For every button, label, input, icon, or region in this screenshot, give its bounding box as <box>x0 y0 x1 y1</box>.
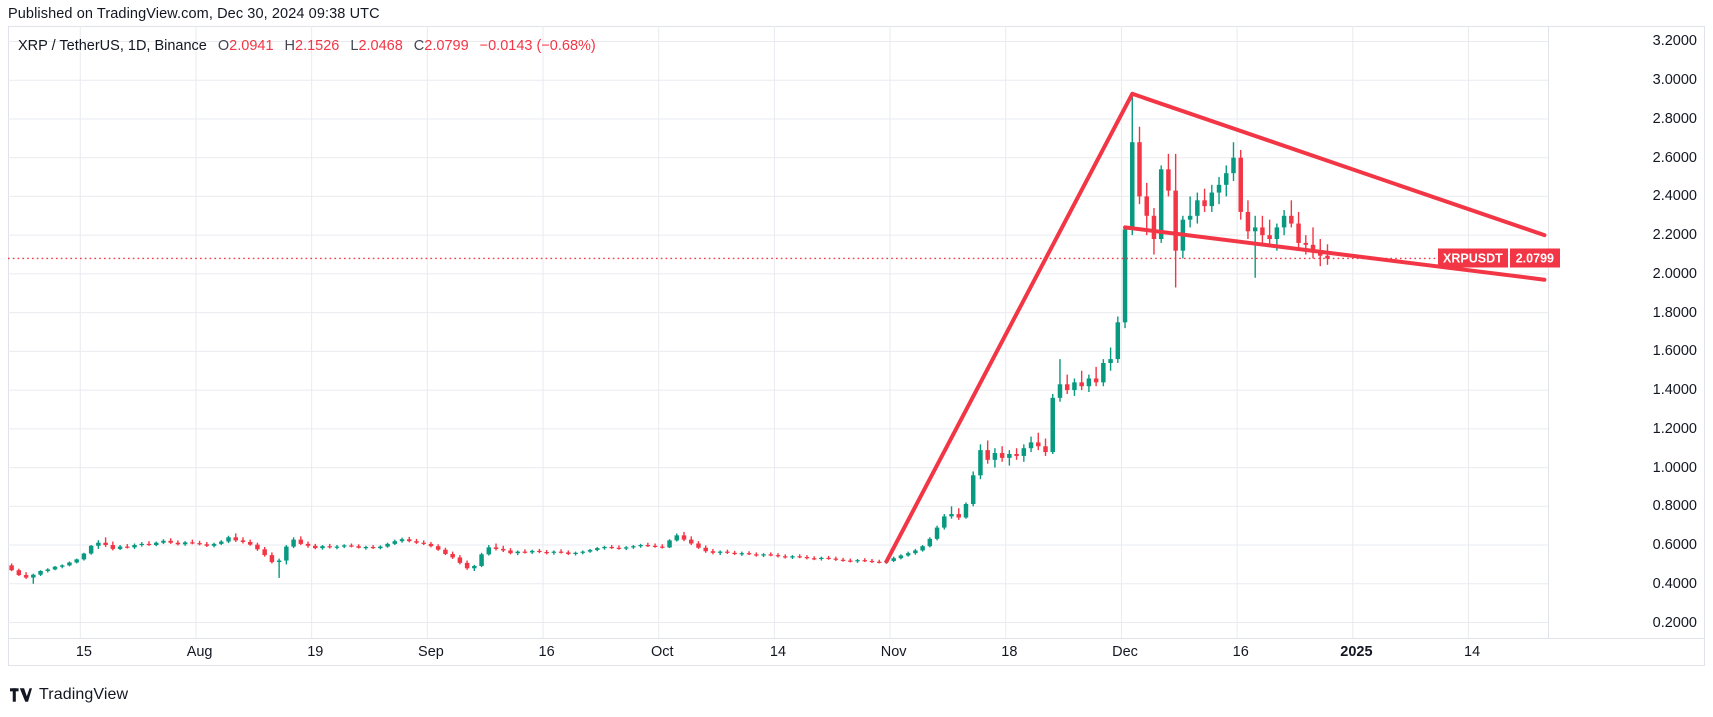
chart-plot-area[interactable] <box>8 26 1548 638</box>
time-axis[interactable]: 15 Aug 19 Sep 16 Oct 14 Nov 18 Dec 16 2025 14 <box>8 638 1705 666</box>
price-axis-tick: 2.0000 <box>1652 265 1697 282</box>
time-axis-tick: Aug <box>186 644 213 660</box>
published-caption: Published on TradingView.com, Dec 30, 20… <box>8 6 380 22</box>
time-axis-tick: 18 <box>1001 644 1018 660</box>
time-axis-tick: Oct <box>651 644 674 660</box>
time-axis-tick: 14 <box>769 644 787 660</box>
time-axis-tick: Nov <box>880 644 907 660</box>
legend-symbol[interactable]: XRP / TetherUS, 1D, Binance <box>18 38 207 54</box>
last-price-badge: XRPUSDT 2.0799 <box>1438 248 1560 268</box>
price-axis-tick: 2.4000 <box>1652 188 1697 205</box>
time-axis-tick: 19 <box>307 644 324 660</box>
legend-low-value: 2.0468 <box>358 38 403 54</box>
price-axis-tick: 0.8000 <box>1652 498 1697 515</box>
time-axis-tick: Sep <box>418 644 444 660</box>
legend-high-value: 2.1526 <box>295 38 340 54</box>
time-axis-tick: 15 <box>75 644 92 660</box>
price-axis-tick: 2.2000 <box>1652 227 1697 244</box>
last-price-value: 2.0799 <box>1509 248 1560 268</box>
time-axis-tick: 2025 <box>1340 644 1373 660</box>
price-axis-tick: 1.6000 <box>1652 343 1697 360</box>
tradingview-logo: TradingView <box>10 686 128 704</box>
price-axis-tick: 1.0000 <box>1652 459 1697 476</box>
time-axis-tick: 16 <box>538 644 555 660</box>
price-axis-tick: 1.4000 <box>1652 382 1697 399</box>
legend-open-label: O <box>217 38 230 54</box>
legend-open-value: 2.0941 <box>229 38 274 54</box>
price-axis-tick: 1.8000 <box>1652 304 1697 321</box>
legend-low-label: L <box>350 38 359 54</box>
time-axis-tick: 16 <box>1232 644 1249 660</box>
last-price-symbol: XRPUSDT <box>1438 248 1508 268</box>
price-axis-tick: 1.2000 <box>1652 420 1697 437</box>
time-axis-tick: 14 <box>1464 644 1481 660</box>
badge-separator <box>1507 248 1510 268</box>
tradingview-mark-icon <box>10 688 32 702</box>
price-axis-tick: 3.0000 <box>1652 72 1697 89</box>
legend-high-label: H <box>284 38 295 54</box>
legend-close-value: 2.0799 <box>424 38 469 54</box>
chart-frame <box>8 26 1705 666</box>
price-axis[interactable]: 3.2000 3.0000 2.8000 2.6000 2.4000 2.2000 2.00… <box>1548 26 1705 638</box>
legend-close-label: C <box>413 38 425 54</box>
time-axis-tick: Dec <box>1112 644 1138 660</box>
tradingview-wordmark: TradingView <box>39 686 129 703</box>
price-axis-tick: 2.8000 <box>1652 110 1697 127</box>
price-axis-tick: 0.6000 <box>1652 537 1697 554</box>
legend-change: −0.0143 (−0.68%) <box>479 38 596 54</box>
price-axis-tick: 0.2000 <box>1652 614 1697 631</box>
chart-legend: XRP / TetherUS, 1D, Binance O2.0941 H2.152… <box>18 38 596 54</box>
price-axis-tick: 0.4000 <box>1652 575 1697 592</box>
price-axis-tick: 3.2000 <box>1652 33 1697 50</box>
price-axis-tick: 2.6000 <box>1652 149 1697 166</box>
